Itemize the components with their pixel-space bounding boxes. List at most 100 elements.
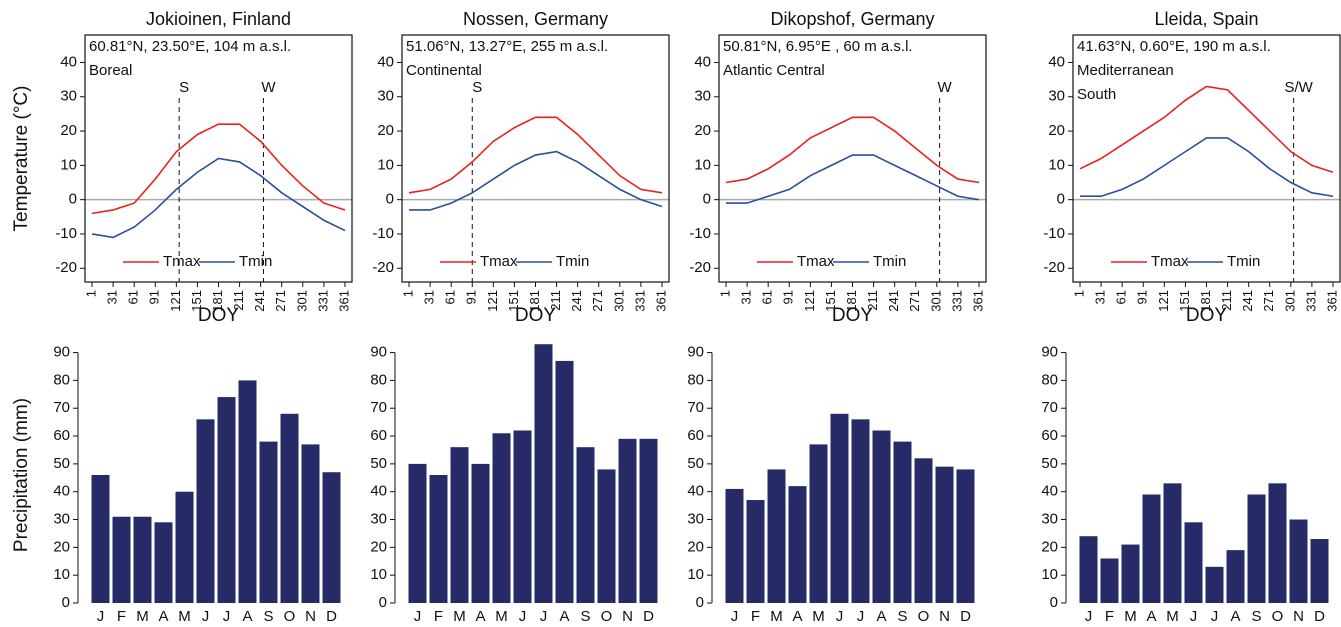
- y-tick-label: 10: [1041, 566, 1058, 583]
- legend-label: Tmin: [556, 253, 589, 270]
- legend-label: Tmin: [239, 253, 272, 270]
- y-tick-label: 40: [687, 483, 704, 500]
- y-tick-label: 40: [370, 483, 387, 500]
- x-tick-label: N: [1293, 608, 1304, 625]
- x-tick-label: 211: [1219, 290, 1234, 311]
- y-tick-label: 10: [60, 156, 77, 173]
- x-tick-label: J: [414, 608, 422, 625]
- y-tick-label: 20: [694, 122, 711, 139]
- precipitation-bar: [576, 447, 595, 603]
- x-tick-label: 361: [336, 290, 351, 312]
- y-tick-label: 0: [1050, 594, 1058, 611]
- precipitation-bar: [91, 475, 110, 603]
- x-tick-label: 361: [970, 290, 985, 312]
- x-tick-label: J: [202, 608, 210, 625]
- precipitation-bar: [301, 444, 320, 603]
- y-tick-label: 60: [687, 427, 704, 444]
- x-tick-label: 301: [928, 290, 943, 312]
- x-tick-label: J: [223, 608, 231, 625]
- y-tick-label: 90: [53, 344, 70, 361]
- y-tick-label: 70: [1041, 399, 1058, 416]
- x-tick-label: D: [326, 608, 337, 625]
- y-tick-label: 10: [53, 566, 70, 583]
- x-tick-label: A: [876, 608, 886, 625]
- precipitation-bar: [1226, 550, 1245, 603]
- precipitation-bar: [513, 430, 532, 603]
- x-tick-label: 211: [231, 290, 246, 311]
- legend-label: Tmax: [163, 253, 201, 270]
- precipitation-bar: [450, 447, 469, 603]
- y-tick-label: 70: [687, 399, 704, 416]
- x-tick-label: J: [519, 608, 527, 625]
- y-tick-label: 0: [696, 594, 704, 611]
- x-axis-label: DOY: [832, 305, 874, 326]
- y-tick-label: 10: [694, 156, 711, 173]
- temperature-line: [1080, 137, 1334, 198]
- y-tick-label: 10: [687, 566, 704, 583]
- x-tick-label: 271: [590, 290, 605, 312]
- x-axis-label: DOY: [515, 305, 557, 326]
- temperature-line: [91, 157, 346, 239]
- y-tick-label: 0: [62, 594, 70, 611]
- y-tick-label: 40: [1048, 53, 1065, 70]
- precipitation-bar: [618, 438, 637, 603]
- y-tick-label: 30: [370, 510, 387, 527]
- x-tick-label: J: [836, 608, 844, 625]
- x-axis-label: DOY: [198, 305, 240, 326]
- x-tick-label: A: [559, 608, 569, 625]
- y-tick-label: 20: [377, 122, 394, 139]
- x-tick-label: M: [136, 608, 149, 625]
- legend-label: Tmin: [873, 253, 906, 270]
- x-tick-label: M: [1124, 608, 1137, 625]
- x-tick-label: J: [857, 608, 865, 625]
- x-tick-label: 301: [1282, 290, 1297, 312]
- site-annotation: 41.63°N, 0.60°E, 190 m a.s.l.: [1077, 38, 1271, 55]
- x-tick-label: M: [178, 608, 191, 625]
- y-tick-label: 10: [370, 566, 387, 583]
- precipitation-bar: [112, 516, 131, 603]
- y-tick-label: -10: [372, 225, 394, 242]
- y-tick-label: 90: [370, 344, 387, 361]
- x-tick-label: 121: [485, 290, 500, 312]
- x-tick-label: 121: [802, 290, 817, 312]
- x-tick-label: J: [1190, 608, 1198, 625]
- precipitation-bar: [1310, 539, 1329, 603]
- x-tick-label: J: [1211, 608, 1219, 625]
- precipitation-bar: [175, 491, 194, 603]
- y-tick-label: -10: [689, 225, 711, 242]
- y-tick-label: 0: [703, 191, 711, 208]
- y-tick-label: 60: [370, 427, 387, 444]
- x-tick-label: A: [792, 608, 802, 625]
- y-tick-label: 50: [687, 455, 704, 472]
- precipitation-bar: [471, 463, 490, 603]
- y-tick-label: 20: [60, 122, 77, 139]
- x-tick-label: 241: [886, 290, 901, 312]
- precipitation-bar: [534, 344, 553, 603]
- x-tick-label: 271: [273, 290, 288, 312]
- x-tick-label: 61: [1114, 290, 1129, 304]
- precipitation-bar: [154, 522, 173, 603]
- precipitation-bar: [788, 486, 807, 603]
- x-tick-label: 211: [865, 290, 880, 311]
- x-tick-label: 181: [1198, 290, 1213, 312]
- y-tick-label: 20: [1041, 538, 1058, 555]
- x-tick-label: 1: [83, 290, 98, 297]
- y-tick-label: -20: [1043, 259, 1065, 276]
- precipitation-bar: [429, 475, 448, 603]
- x-tick-label: 241: [569, 290, 584, 312]
- precipitation-bar: [280, 413, 299, 603]
- y-tick-label: 40: [60, 53, 77, 70]
- x-tick-label: 61: [126, 290, 141, 304]
- y-tick-label: 0: [69, 191, 77, 208]
- y-tick-label: -20: [55, 259, 77, 276]
- chart-title: Dikopshof, Germany: [770, 9, 934, 29]
- x-tick-label: 241: [1240, 290, 1255, 312]
- y-axis-label: Temperature (°C): [11, 86, 32, 232]
- precipitation-bar: [1100, 558, 1119, 603]
- x-tick-label: N: [305, 608, 316, 625]
- y-tick-label: -20: [689, 259, 711, 276]
- x-tick-label: F: [117, 608, 126, 625]
- legend-label: Tmin: [1227, 253, 1260, 270]
- chart-title: Nossen, Germany: [463, 9, 608, 29]
